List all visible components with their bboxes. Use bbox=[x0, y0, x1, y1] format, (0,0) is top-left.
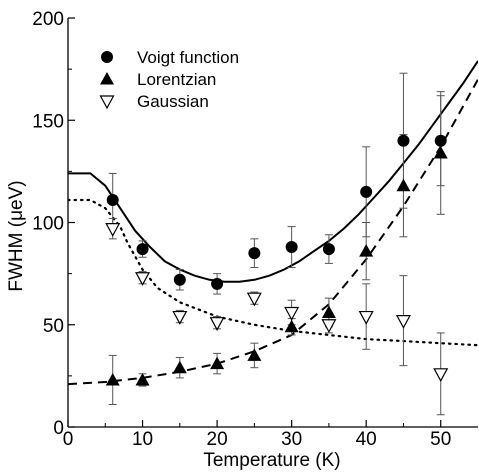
lorentzian-point bbox=[284, 319, 299, 333]
lorentzian-point bbox=[135, 372, 150, 386]
legend-marker bbox=[99, 95, 115, 110]
gaussian-point bbox=[246, 292, 262, 307]
data-markers bbox=[105, 134, 449, 386]
voigt-function-point bbox=[136, 243, 149, 256]
y-tick-label: 50 bbox=[43, 316, 64, 337]
lorentzian-point bbox=[172, 360, 187, 374]
fit-curve-voigt-function bbox=[68, 60, 478, 283]
axes bbox=[67, 17, 478, 428]
lorentzian-point bbox=[321, 305, 336, 318]
y-tick-label: 0 bbox=[53, 418, 64, 439]
legend-label: Gaussian bbox=[137, 92, 209, 111]
x-tick-label: 50 bbox=[430, 429, 451, 450]
y-tick-label: 100 bbox=[32, 214, 64, 235]
lorentzian-point bbox=[210, 356, 225, 370]
x-tick-label: 30 bbox=[281, 429, 302, 450]
legend-label: Voigt function bbox=[137, 48, 239, 67]
tick-labels: 0 10 20 30 40 50 0 50 100 150 200 bbox=[32, 9, 451, 450]
error-bars bbox=[108, 72, 445, 416]
y-tick-label: 150 bbox=[32, 111, 64, 132]
gaussian-point bbox=[284, 306, 300, 321]
gaussian-point bbox=[172, 310, 188, 325]
lorentzian-point bbox=[105, 372, 120, 386]
legend-label: Lorentzian bbox=[137, 70, 216, 89]
voigt-function-point bbox=[434, 134, 447, 147]
fit-curves bbox=[68, 60, 478, 386]
voigt-function-point bbox=[106, 194, 119, 207]
voigt-function-point bbox=[211, 277, 224, 290]
gaussian-point bbox=[135, 272, 151, 286]
gaussian-point bbox=[321, 319, 337, 334]
x-tick-label: 10 bbox=[132, 429, 153, 450]
voigt-function-point bbox=[248, 247, 261, 260]
y-tick-label: 200 bbox=[32, 9, 64, 30]
voigt-function-point bbox=[397, 134, 410, 147]
legend: Voigt function Lorentzian Gaussian bbox=[99, 48, 239, 111]
legend-marker bbox=[101, 51, 113, 63]
x-tick-label: 0 bbox=[63, 429, 74, 450]
legend-marker bbox=[100, 72, 114, 85]
gaussian-point bbox=[433, 368, 449, 383]
x-tick-label: 20 bbox=[207, 429, 228, 450]
voigt-function-point bbox=[322, 243, 335, 256]
gaussian-point bbox=[358, 310, 374, 325]
x-axis-label: Temperature (K) bbox=[203, 450, 340, 471]
voigt-function-point bbox=[360, 185, 373, 198]
gaussian-point bbox=[209, 317, 225, 331]
lorentzian-point bbox=[247, 348, 262, 361]
x-tick-label: 40 bbox=[356, 429, 377, 450]
gaussian-point bbox=[395, 315, 411, 329]
voigt-function-point bbox=[285, 241, 298, 254]
voigt-function-point bbox=[173, 273, 186, 286]
y-axis-label: FWHM (μeV) bbox=[6, 180, 27, 291]
gaussian-point bbox=[105, 223, 121, 237]
lorentzian-point bbox=[359, 244, 374, 257]
lorentzian-point bbox=[433, 145, 448, 159]
fit-curve-lorentzian bbox=[68, 78, 478, 386]
lorentzian-point bbox=[396, 178, 411, 192]
